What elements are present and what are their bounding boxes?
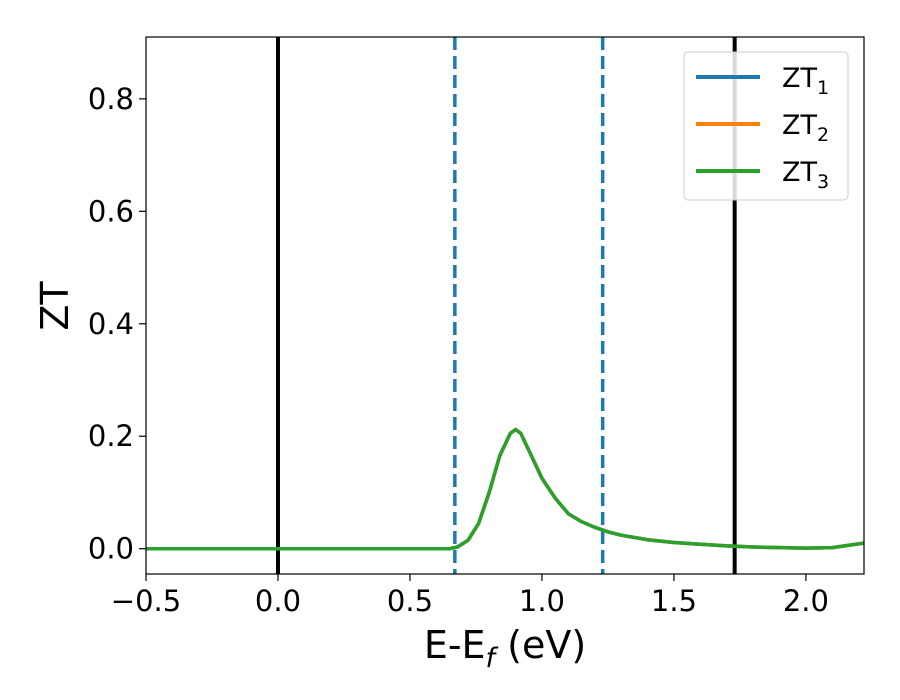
plot-frame	[145, 36, 865, 575]
y-axis-ticks: 0.0 0.2 0.4 0.6 0.8	[88, 82, 146, 566]
y-tick-label: 0.6	[88, 194, 134, 228]
x-tick-label: 1.0	[519, 584, 565, 618]
y-tick-label: 0.0	[88, 532, 134, 566]
x-axis-title-main: E-E	[424, 623, 486, 667]
x-tick-label: 0.5	[387, 584, 433, 618]
y-tick-label: 0.8	[88, 82, 134, 116]
x-axis-title: E-Ef (eV)	[424, 623, 586, 674]
legend-label-zt3: ZT3	[782, 157, 829, 193]
legend-label-zt2: ZT2	[782, 110, 829, 146]
series-lines	[146, 427, 864, 551]
x-tick-label: 0.0	[255, 584, 301, 618]
x-axis-ticks: −0.5 0.0 0.5 1.0 1.5 2.0	[111, 574, 829, 618]
legend-box	[683, 51, 849, 201]
x-tick-label: 1.5	[651, 584, 697, 618]
series-line-zt3	[146, 427, 864, 551]
legend: ZT1 ZT2 ZT3	[683, 51, 849, 201]
x-tick-label: −0.5	[111, 584, 181, 618]
legend-label-zt1: ZT1	[782, 63, 829, 99]
x-tick-label: 2.0	[783, 584, 829, 618]
y-axis-title: ZT	[33, 281, 77, 331]
y-tick-label: 0.4	[88, 307, 134, 341]
y-tick-label: 0.2	[88, 419, 134, 453]
x-axis-title-unit: (eV)	[495, 623, 586, 667]
